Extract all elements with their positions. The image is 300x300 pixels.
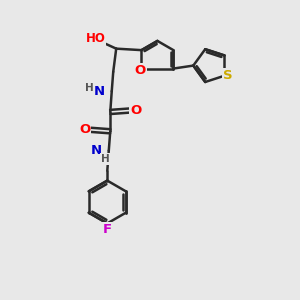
Text: N: N (91, 143, 102, 157)
Text: H: H (101, 154, 110, 164)
Text: N: N (94, 85, 105, 98)
Text: O: O (79, 123, 90, 136)
Text: HO: HO (85, 32, 105, 45)
Text: H: H (85, 82, 94, 93)
Text: O: O (130, 104, 141, 117)
Text: S: S (223, 69, 233, 82)
Text: F: F (103, 224, 112, 236)
Text: O: O (134, 64, 146, 77)
